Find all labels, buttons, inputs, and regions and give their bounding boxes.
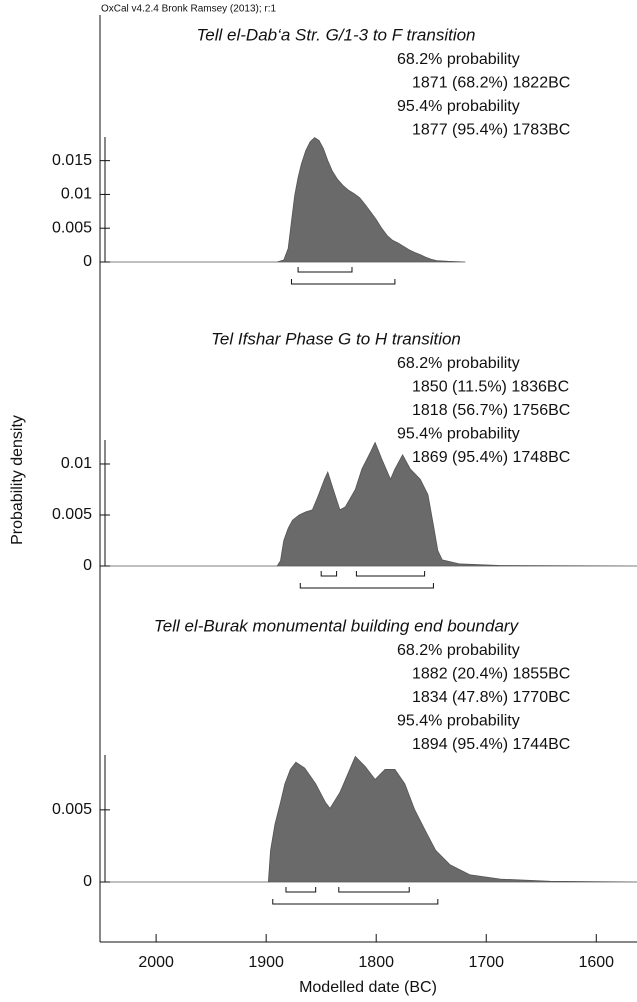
range-label: 1818 (56.7%) 1756BC <box>412 402 570 419</box>
y-tick-label: 0.005 <box>52 219 92 236</box>
y-tick-label: 0 <box>83 873 92 890</box>
x-tick-label: 1800 <box>358 954 394 971</box>
probability-label: 68.2% probability <box>397 51 520 68</box>
y-axis-label: Probability density <box>9 415 26 545</box>
probability-label: 68.2% probability <box>397 642 520 659</box>
density-area <box>106 137 466 263</box>
x-axis-label: Modelled date (BC) <box>299 979 437 996</box>
probability-label: 95.4% probability <box>397 98 520 115</box>
y-tick-label: 0 <box>83 253 92 270</box>
hpd-bracket <box>320 571 338 577</box>
range-label: 1834 (47.8%) 1770BC <box>412 689 570 706</box>
hpd-bracket <box>272 899 439 905</box>
range-label: 1869 (95.4%) 1748BC <box>412 449 570 466</box>
range-label: 1850 (11.5%) 1836BC <box>412 378 569 395</box>
y-tick-label: 0 <box>83 557 92 574</box>
panel-title: Tell el-Dab‘a Str. G/1-3 to F transition <box>196 25 475 44</box>
hpd-bracket <box>290 279 396 285</box>
range-label: 1877 (95.4%) 1783BC <box>412 122 570 139</box>
hpd-bracket <box>285 887 317 893</box>
y-tick-label: 0.01 <box>61 455 92 472</box>
probability-label: 68.2% probability <box>397 355 520 372</box>
panel-title: Tell el-Burak monumental building end bo… <box>154 616 520 635</box>
hpd-bracket <box>297 267 353 273</box>
range-label: 1882 (20.4%) 1855BC <box>412 665 570 682</box>
x-tick-label: 1600 <box>578 954 614 971</box>
range-label: 1871 (68.2%) 1822BC <box>412 74 570 91</box>
x-tick-label: 1700 <box>468 954 504 971</box>
density-area <box>106 755 637 883</box>
y-tick-label: 0.015 <box>52 152 92 169</box>
y-tick-label: 0.01 <box>61 186 92 203</box>
hpd-bracket <box>355 571 426 577</box>
probability-label: 95.4% probability <box>397 426 520 443</box>
density-area <box>106 441 637 567</box>
y-tick-label: 0.005 <box>52 506 92 523</box>
probability-label: 95.4% probability <box>397 713 520 730</box>
panel-title: Tel Ifshar Phase G to H transition <box>211 329 461 348</box>
x-tick-label: 2000 <box>138 954 174 971</box>
hpd-bracket <box>299 583 434 589</box>
range-label: 1894 (95.4%) 1744BC <box>412 736 570 753</box>
x-tick-label: 1900 <box>248 954 284 971</box>
y-tick-label: 0.005 <box>52 801 92 818</box>
hpd-bracket <box>338 887 410 893</box>
caption: OxCal v4.2.4 Bronk Ramsey (2013); r:1 <box>101 4 277 15</box>
